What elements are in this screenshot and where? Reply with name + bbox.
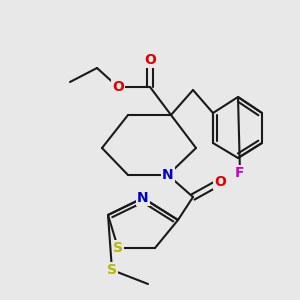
Text: S: S: [113, 241, 123, 255]
Text: O: O: [144, 53, 156, 67]
Text: N: N: [162, 168, 174, 182]
Text: N: N: [137, 191, 149, 205]
Text: F: F: [235, 166, 245, 180]
Text: S: S: [107, 263, 117, 277]
Text: O: O: [214, 175, 226, 189]
Text: O: O: [112, 80, 124, 94]
